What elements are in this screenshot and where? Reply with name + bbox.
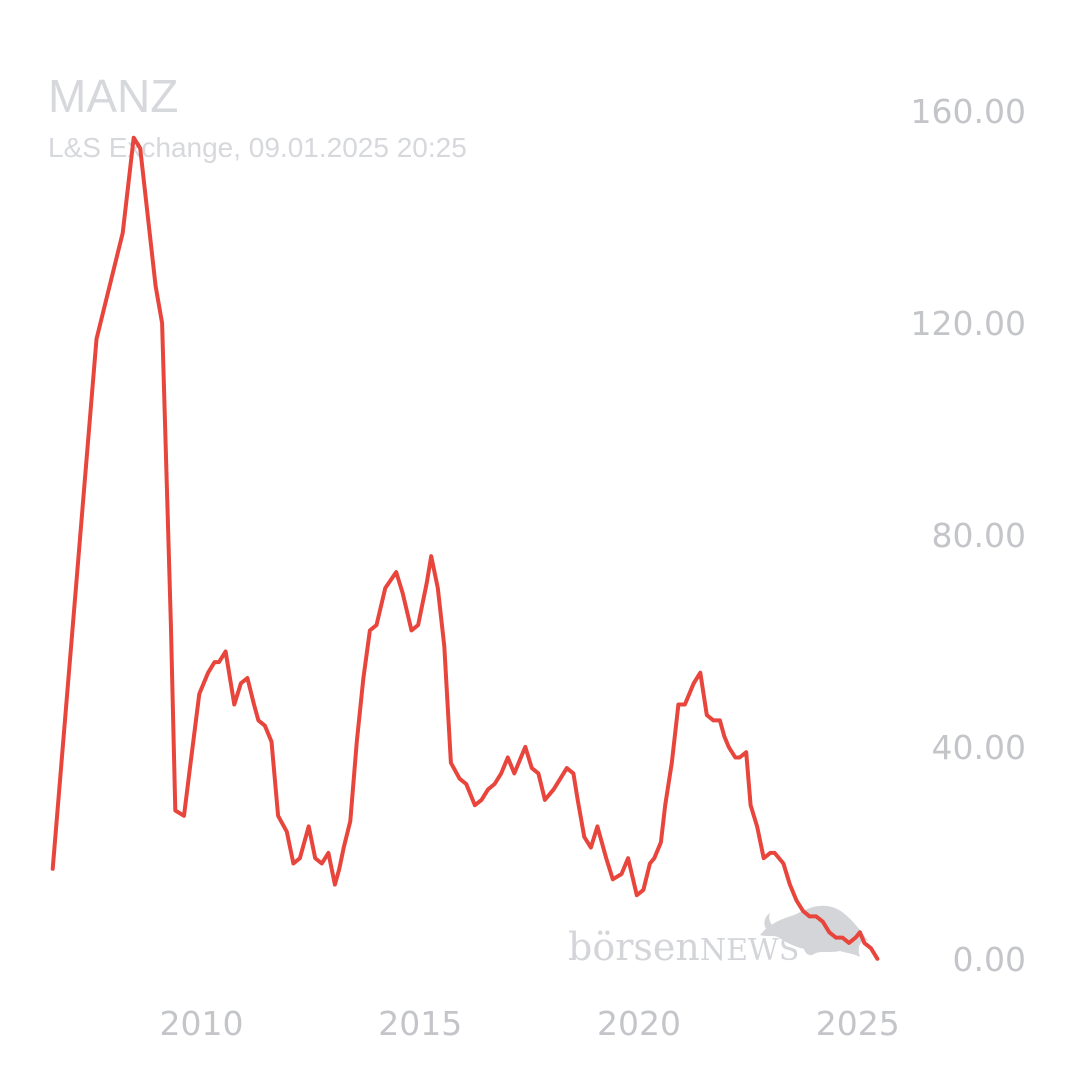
price-line xyxy=(50,135,880,961)
y-axis: 160.00 120.00 80.00 40.00 0.00 xyxy=(911,92,1026,979)
boersennews-watermark: börsenNEWS xyxy=(568,905,868,969)
x-axis: 2010 2015 2020 2025 xyxy=(160,1004,900,1043)
y-tick-label: 0.00 xyxy=(953,940,1026,979)
x-tick-label: 2015 xyxy=(378,1004,462,1043)
watermark-brand-lower: börsen xyxy=(568,925,700,969)
y-tick-label: 40.00 xyxy=(932,728,1026,767)
y-tick-label: 120.00 xyxy=(911,304,1026,343)
x-tick-label: 2020 xyxy=(597,1004,681,1043)
svg-text:börsenNEWS: börsenNEWS xyxy=(568,925,799,969)
stock-symbol-title: MANZ xyxy=(48,70,178,122)
x-tick-label: 2025 xyxy=(816,1004,900,1043)
x-tick-label: 2010 xyxy=(160,1004,244,1043)
price-series xyxy=(50,135,880,961)
y-tick-label: 160.00 xyxy=(911,92,1026,131)
y-tick-label: 80.00 xyxy=(932,516,1026,555)
watermark-brand-upper: NEWS xyxy=(700,933,800,968)
bull-icon xyxy=(760,905,868,957)
exchange-timestamp-subtitle: L&S Exchange, 09.01.2025 20:25 xyxy=(48,132,467,163)
